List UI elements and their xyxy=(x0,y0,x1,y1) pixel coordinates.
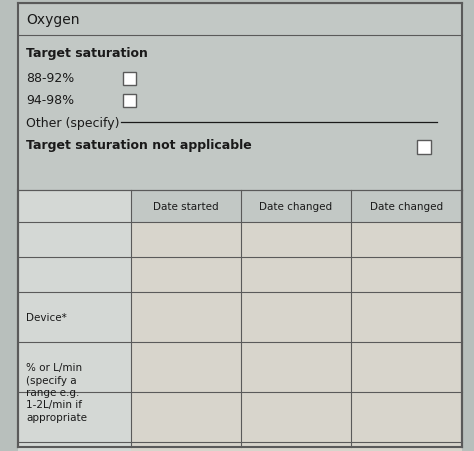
Bar xyxy=(131,292,241,342)
Bar xyxy=(241,222,351,258)
Bar xyxy=(351,191,462,222)
Bar xyxy=(18,222,131,258)
Bar xyxy=(351,222,462,258)
Bar xyxy=(241,342,351,392)
Bar xyxy=(241,392,351,442)
Bar xyxy=(241,191,351,222)
Text: Device*: Device* xyxy=(26,312,67,322)
Bar xyxy=(351,442,462,451)
Bar xyxy=(18,342,131,392)
Bar xyxy=(123,73,136,86)
Bar xyxy=(131,191,241,222)
Bar xyxy=(18,36,462,191)
Bar xyxy=(351,292,462,342)
Bar xyxy=(18,392,131,442)
Bar xyxy=(18,191,131,222)
Bar xyxy=(131,258,241,292)
Bar xyxy=(131,392,241,442)
Text: Date changed: Date changed xyxy=(259,202,333,212)
Bar xyxy=(351,392,462,442)
Text: Target saturation: Target saturation xyxy=(26,47,148,60)
Bar xyxy=(131,342,241,392)
Bar xyxy=(131,442,241,451)
Text: Oxygen: Oxygen xyxy=(26,13,80,27)
Bar xyxy=(351,258,462,292)
Text: 94-98%: 94-98% xyxy=(26,93,74,106)
Bar xyxy=(241,442,351,451)
Text: Other (specify): Other (specify) xyxy=(26,116,119,129)
Bar xyxy=(123,95,136,108)
Bar xyxy=(18,4,462,36)
Bar xyxy=(131,222,241,258)
Text: % or L/min
(specify a
range e.g.
1-2L/min if
appropriate: % or L/min (specify a range e.g. 1-2L/mi… xyxy=(26,363,87,422)
Bar xyxy=(18,442,131,451)
Bar xyxy=(417,141,431,155)
Bar xyxy=(18,292,131,342)
Text: Target saturation not applicable: Target saturation not applicable xyxy=(26,139,252,152)
Bar xyxy=(241,292,351,342)
Text: 88-92%: 88-92% xyxy=(26,71,74,84)
Bar xyxy=(18,258,131,292)
Text: Date changed: Date changed xyxy=(370,202,443,212)
Bar xyxy=(241,258,351,292)
Bar xyxy=(351,342,462,392)
Text: Date started: Date started xyxy=(153,202,219,212)
